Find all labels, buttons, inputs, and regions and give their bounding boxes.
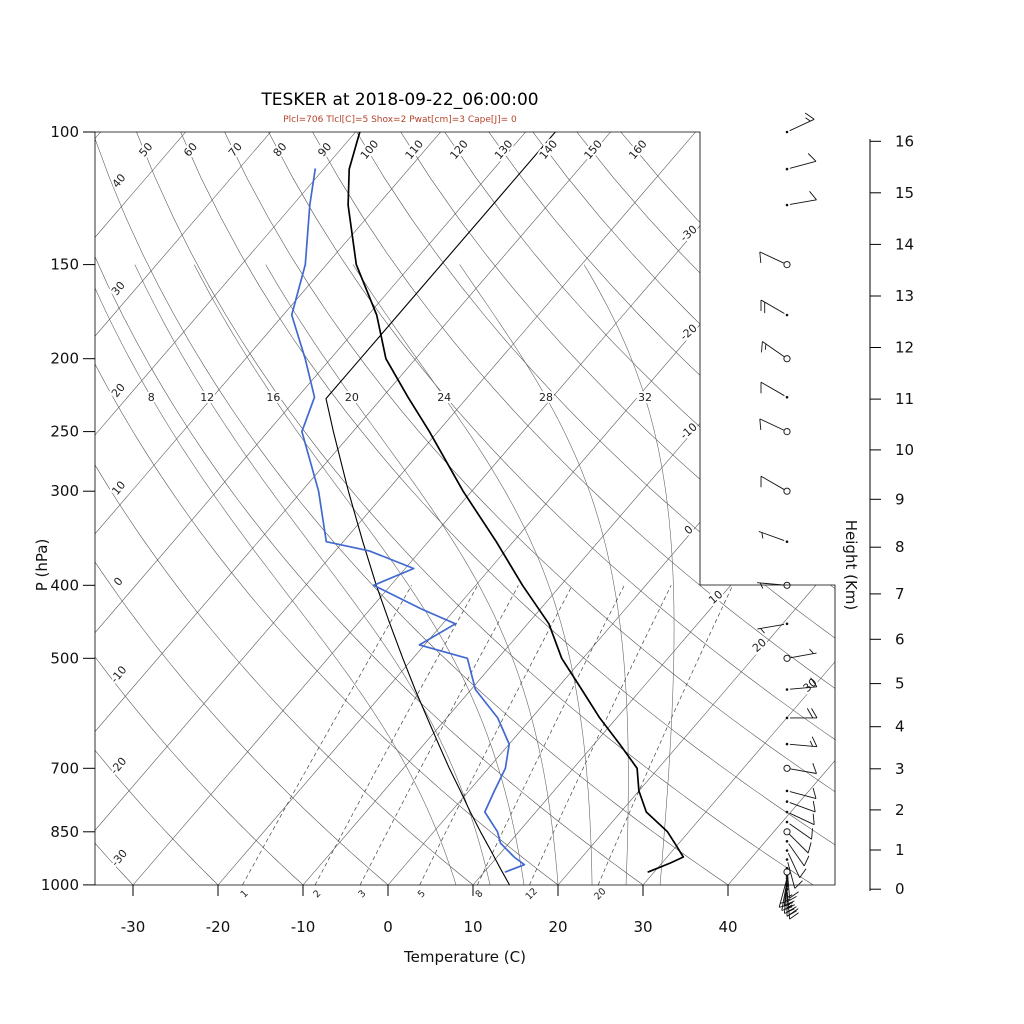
svg-text:1000: 1000 [41,876,79,894]
svg-text:20: 20 [109,381,128,400]
svg-text:80: 80 [271,140,290,159]
svg-text:0: 0 [895,880,905,898]
svg-text:5: 5 [895,675,905,693]
svg-text:200: 200 [50,350,79,368]
svg-text:5: 5 [416,888,428,900]
svg-text:-30: -30 [109,847,131,869]
svg-text:12: 12 [895,339,914,357]
svg-text:8: 8 [474,888,486,900]
svg-text:4: 4 [895,718,905,736]
svg-text:30: 30 [801,676,820,695]
svg-text:60: 60 [181,140,200,159]
svg-text:-30: -30 [121,918,146,936]
svg-text:20: 20 [548,918,567,936]
svg-text:70: 70 [226,140,245,159]
svg-text:10: 10 [895,441,914,459]
svg-text:3: 3 [895,760,905,778]
svg-text:150: 150 [50,256,79,274]
svg-text:100: 100 [50,123,79,141]
svg-text:150: 150 [581,138,604,162]
chart-title: TESKER at 2018-09-22_06:00:00 [261,90,539,110]
svg-text:30: 30 [633,918,652,936]
svg-text:32: 32 [638,391,652,404]
svg-text:40: 40 [110,171,129,190]
svg-text:13: 13 [895,287,914,305]
svg-text:850: 850 [50,823,79,841]
chart-indices-subtitle: Plcl=706 Tlcl[C]=5 Shox=2 Pwat[cm]=3 Cap… [283,115,517,125]
svg-text:400: 400 [50,576,79,594]
svg-text:11: 11 [895,390,914,408]
svg-text:16: 16 [266,391,280,404]
svg-text:20: 20 [750,636,769,655]
svg-text:7: 7 [895,585,905,603]
svg-text:20: 20 [592,886,608,902]
svg-text:10: 10 [463,918,482,936]
svg-text:2: 2 [895,801,905,819]
svg-text:90: 90 [315,140,334,159]
svg-text:-10: -10 [291,918,316,936]
svg-text:8: 8 [895,538,905,556]
svg-text:50: 50 [136,140,155,159]
svg-text:30: 30 [109,279,128,298]
svg-text:140: 140 [537,138,560,162]
svg-text:24: 24 [437,391,451,404]
svg-text:700: 700 [50,759,79,777]
svg-text:160: 160 [626,138,649,162]
svg-text:3: 3 [356,888,368,900]
svg-text:12: 12 [200,391,214,404]
svg-text:-20: -20 [678,322,700,344]
svg-text:14: 14 [895,235,914,253]
svg-text:15: 15 [895,184,914,202]
svg-text:2: 2 [311,888,323,900]
svg-text:8: 8 [148,391,155,404]
svg-text:-10: -10 [108,663,130,685]
svg-text:110: 110 [403,138,426,162]
svg-text:100: 100 [358,138,381,162]
svg-text:-20: -20 [108,755,130,777]
svg-text:12: 12 [524,886,540,902]
svg-text:500: 500 [50,649,79,667]
svg-text:-20: -20 [206,918,231,936]
svg-text:1: 1 [895,841,905,859]
svg-text:20: 20 [345,391,359,404]
svg-text:9: 9 [895,490,905,508]
svg-text:250: 250 [50,423,79,441]
svg-text:16: 16 [895,132,914,150]
svg-text:40: 40 [718,918,737,936]
svg-text:300: 300 [50,482,79,500]
svg-text:0: 0 [383,918,393,936]
svg-text:6: 6 [895,630,905,648]
svg-text:0: 0 [111,575,125,589]
svg-text:-30: -30 [678,223,700,245]
svg-text:10: 10 [109,479,128,498]
svg-text:1: 1 [239,888,251,900]
svg-text:28: 28 [539,391,553,404]
temperature-axis-label: Temperature (C) [404,948,526,966]
